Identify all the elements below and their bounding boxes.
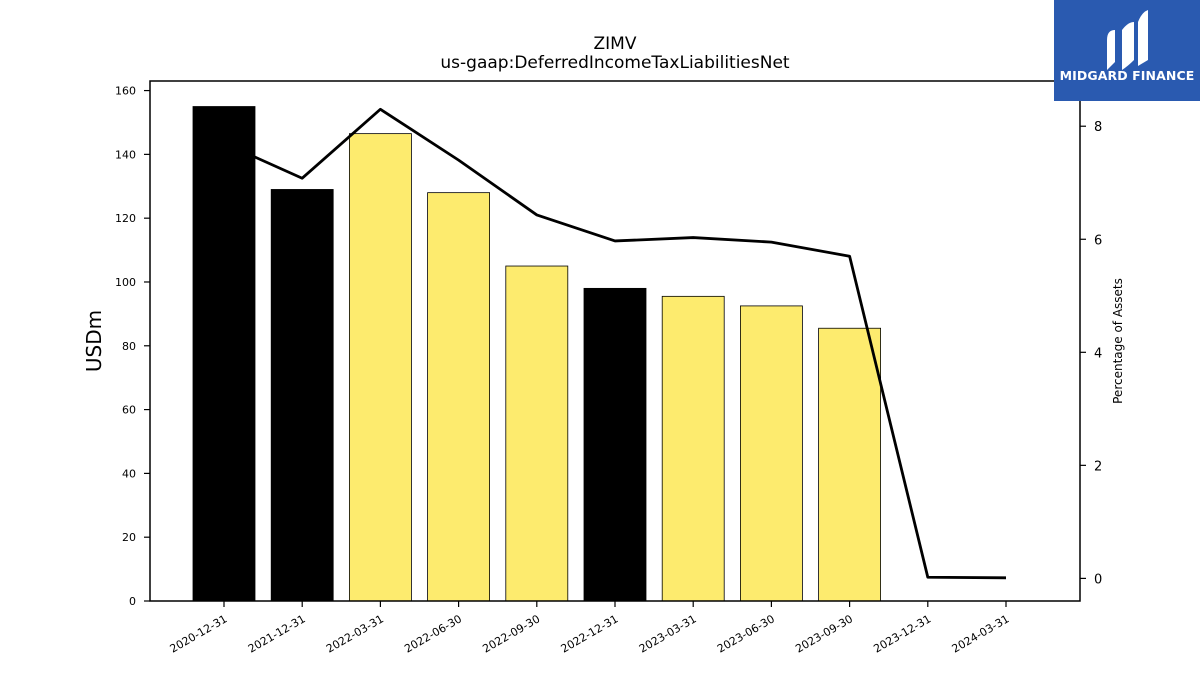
x-axis-ticks: 2020-12-31 2021-12-31 2022-03-31 2022-06-30… — [168, 601, 1012, 656]
x-tick-label: 2024-03-31 — [950, 612, 1012, 655]
bars-group — [192, 106, 881, 602]
x-tick-label: 2023-09-30 — [793, 612, 855, 655]
x-tick-label: 2022-03-31 — [324, 612, 386, 655]
brand-name: MIDGARD FINANCE — [1059, 68, 1195, 83]
chart-title: ZIMV — [594, 34, 637, 54]
y-tick-label: 20 — [122, 531, 136, 544]
bar-2023-09-30 — [818, 327, 881, 602]
x-tick-label: 2022-09-30 — [480, 612, 542, 655]
y-tick-label: 60 — [122, 404, 136, 417]
y-axis-label: USDm — [82, 310, 106, 372]
bar-2020-12-31 — [192, 106, 256, 602]
midgard-finance-logo: MIDGARD FINANCE — [1054, 0, 1200, 101]
y-tick-label: 100 — [115, 276, 136, 289]
y2-tick-label: 6 — [1094, 233, 1102, 248]
y-tick-label: 140 — [115, 148, 136, 161]
x-tick-label: 2020-12-31 — [168, 612, 230, 655]
y-tick-label: 160 — [115, 85, 136, 98]
midgard-logo-icon — [1107, 10, 1148, 70]
right-axis-ticks: 0 2 4 6 8 — [1080, 120, 1102, 587]
line-group — [223, 107, 1007, 580]
y-tick-label: 80 — [122, 340, 136, 353]
percentage-line — [223, 107, 1007, 580]
bar-2022-12-31 — [583, 287, 647, 602]
x-tick-label: 2023-03-31 — [637, 612, 699, 655]
bar-2023-06-30 — [740, 305, 803, 602]
y2-axis-label: Percentage of Assets — [1111, 278, 1125, 404]
left-axis-ticks: 0 20 40 60 80 100 120 140 160 — [115, 85, 150, 608]
x-tick-label: 2023-12-31 — [871, 612, 933, 655]
x-tick-label: 2022-12-31 — [559, 612, 621, 655]
chart-subtitle: us-gaap:DeferredIncomeTaxLiabilitiesNet — [440, 53, 790, 73]
bar-2021-12-31 — [270, 189, 334, 602]
y2-tick-label: 0 — [1094, 572, 1102, 587]
y2-tick-label: 8 — [1094, 120, 1102, 135]
y2-tick-label: 2 — [1094, 459, 1102, 474]
x-tick-label: 2021-12-31 — [246, 612, 308, 655]
bar-2022-09-30 — [505, 265, 569, 602]
y-tick-label: 120 — [115, 212, 136, 225]
y2-tick-label: 4 — [1094, 346, 1102, 361]
x-tick-label: 2022-06-30 — [402, 612, 464, 655]
y-tick-label: 40 — [122, 467, 136, 480]
bar-2022-06-30 — [427, 192, 491, 602]
y-tick-label: 0 — [129, 595, 136, 608]
bar-2022-03-31 — [348, 133, 412, 602]
x-tick-label: 2023-06-30 — [715, 612, 777, 655]
bar-2023-03-31 — [661, 295, 725, 602]
